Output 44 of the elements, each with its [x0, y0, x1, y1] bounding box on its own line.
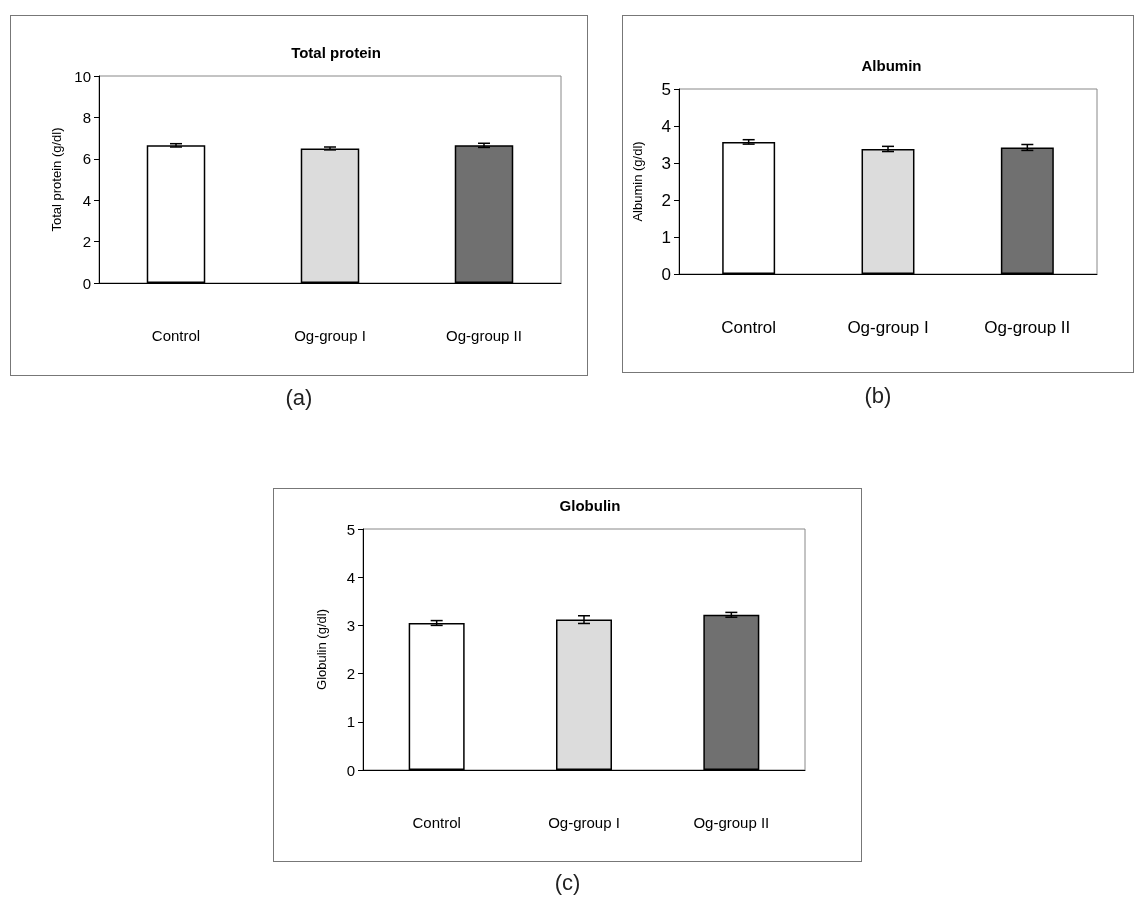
- x-tick-label: Og-group II: [693, 814, 770, 831]
- x-tick-label: Control: [151, 327, 201, 344]
- chart-title: Albumin: [861, 57, 922, 74]
- y-tick-label: 0: [346, 761, 355, 779]
- y-tick-label: 0: [661, 264, 671, 284]
- y-tick-label: 6: [82, 150, 91, 168]
- chart-title: Total protein: [291, 44, 381, 61]
- x-tick-label: Og-group II: [446, 327, 522, 344]
- y-tick-label: 2: [661, 190, 671, 210]
- text: (b): [863, 383, 893, 409]
- text: (a): [284, 385, 314, 411]
- y-tick-label: 8: [82, 108, 91, 126]
- y-tick-label: 0: [82, 274, 91, 292]
- x-tick-label: Og-group II: [984, 318, 1071, 337]
- panel-frame: Globulin (g/dl) 0 1 2 3 4 5 Control Og-group I Og-group II Globulin: [273, 488, 862, 862]
- bar: [556, 619, 612, 770]
- y-tick-label: 2: [346, 665, 355, 683]
- y-tick-label: 4: [346, 568, 355, 586]
- bar: [408, 622, 465, 770]
- bar: [1000, 147, 1054, 274]
- y-tick-label: 4: [661, 116, 671, 136]
- y-axis-title: Globulin (g/dl): [314, 609, 329, 690]
- x-tick-label: Control: [721, 318, 777, 337]
- y-tick-label: 5: [661, 79, 671, 99]
- chart-title: Globulin: [559, 497, 621, 514]
- bar: [861, 148, 915, 274]
- x-tick-label: Control: [412, 814, 461, 831]
- y-tick-label: 4: [82, 191, 91, 209]
- x-tick-label: Og-group I: [548, 814, 620, 831]
- x-tick-label: Og-group I: [294, 327, 366, 344]
- y-tick-label: 10: [74, 67, 91, 85]
- y-axis-title: Total protein (g/dl): [49, 127, 65, 232]
- text: (c): [553, 870, 582, 896]
- y-tick-label: 1: [661, 227, 671, 247]
- y-axis-title: Albumin (g/dl): [630, 141, 645, 222]
- x-tick-label: Og-group I: [847, 318, 929, 337]
- bar: [703, 614, 760, 770]
- panel-frame: Total protein (g/dl) 0 2 4 6 8 10 Control Og-group I Og-group II Total protein: [10, 15, 588, 376]
- bar: [722, 141, 776, 274]
- y-tick-label: 1: [346, 713, 355, 731]
- y-tick-label: 5: [346, 520, 355, 538]
- y-tick-label: 2: [82, 233, 91, 251]
- y-tick-label: 3: [346, 616, 355, 634]
- y-tick-label: 3: [661, 153, 671, 173]
